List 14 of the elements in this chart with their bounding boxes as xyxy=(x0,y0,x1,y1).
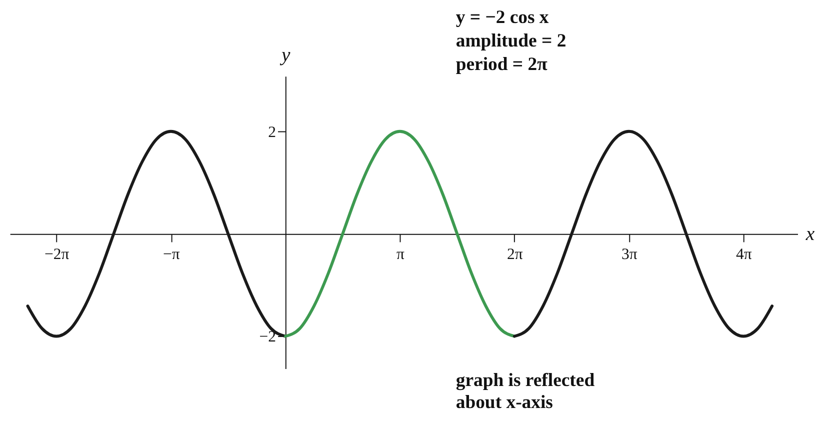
x-axis-title: x xyxy=(804,223,815,246)
text: graph is reflected xyxy=(456,370,596,392)
x-tick-label: −π xyxy=(162,246,180,263)
x-tick-label: π xyxy=(396,246,404,263)
text: y = −2 cos x xyxy=(456,6,550,28)
x-tick-label: −2π xyxy=(44,246,70,263)
x-tick-label: 3π xyxy=(622,246,638,263)
y-tick-label: 2 xyxy=(268,124,276,141)
x-tick-label: 4π xyxy=(736,246,752,263)
text: amplitude = 2 xyxy=(456,30,566,52)
text: about x-axis xyxy=(456,392,553,413)
y-axis-title: y xyxy=(280,44,291,66)
text: period = 2π xyxy=(456,54,548,76)
x-tick-label: 2π xyxy=(506,246,523,263)
